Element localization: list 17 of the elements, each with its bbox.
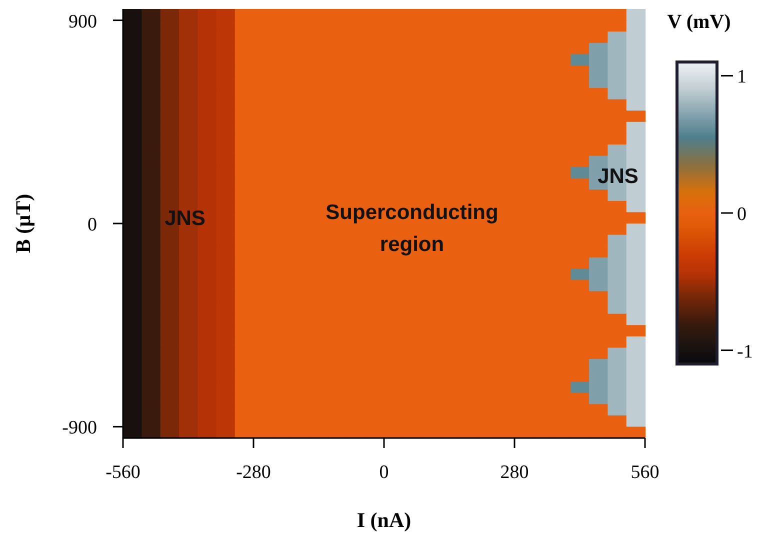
color-bar-label: 0 <box>737 204 746 225</box>
y-tick-label: 0 <box>88 214 97 236</box>
x-tick-label: -280 <box>236 462 271 483</box>
x-tick-label: 280 <box>500 462 529 483</box>
y-tick-label: -900 <box>62 418 97 439</box>
y-tick-label: 900 <box>68 11 97 32</box>
annotation: Superconducting region <box>326 201 498 256</box>
x-axis-title: I (nA) <box>356 508 412 532</box>
x-tick-label: -560 <box>106 462 140 483</box>
color-bar-label: 1 <box>737 66 746 88</box>
x-tick-label: 560 <box>630 462 660 483</box>
x-tick-label: 0 <box>379 462 389 483</box>
color-bar-label: -1 <box>737 341 753 362</box>
annotation: JNS <box>598 165 638 188</box>
color-bar-title: V (mV) <box>667 11 731 33</box>
annotation: JNS <box>164 207 206 230</box>
y-axis-title: B (µT) <box>11 194 35 254</box>
